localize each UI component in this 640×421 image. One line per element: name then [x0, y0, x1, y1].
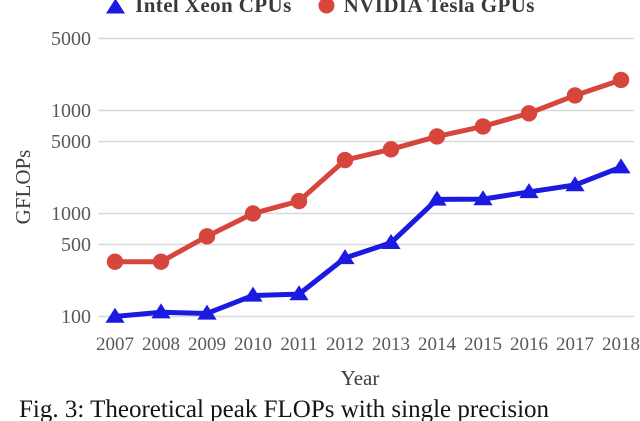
- data-point-circle: [612, 71, 630, 89]
- data-point-triangle: [519, 183, 539, 199]
- legend-item-nvidia-tesla-gpus: NVIDIA Tesla GPUs: [318, 0, 535, 18]
- x-tick-label: 2011: [280, 334, 317, 355]
- data-point-triangle: [427, 190, 447, 206]
- y-tick-label: 5000: [51, 28, 91, 50]
- data-point-circle: [382, 141, 400, 158]
- circle-marker-icon: [318, 0, 335, 14]
- data-point-triangle: [197, 304, 217, 320]
- x-tick-label: 2013: [372, 334, 410, 355]
- data-point-triangle: [565, 176, 585, 192]
- data-point-circle: [106, 253, 124, 270]
- legend: Intel Xeon CPUs NVIDIA Tesla GPUs: [0, 0, 640, 18]
- x-tick-label: 2007: [96, 334, 134, 355]
- data-point-triangle: [243, 286, 263, 302]
- series-line-triangle: [112, 164, 624, 319]
- data-point-circle: [566, 87, 584, 104]
- y-tick-label: 500: [61, 234, 91, 256]
- data-point-circle: [290, 192, 308, 210]
- x-tick-label: 2015: [464, 334, 502, 355]
- x-tick-label: 2016: [510, 334, 548, 355]
- data-point-circle: [152, 253, 170, 270]
- x-tick-label: 2014: [418, 334, 457, 355]
- data-point-circle: [244, 205, 262, 222]
- data-point-triangle: [105, 307, 125, 323]
- y-axis-title: GFLOPs: [11, 150, 35, 225]
- triangle-marker-icon: [106, 0, 126, 13]
- x-tick-label: 2017: [556, 334, 594, 355]
- data-point-triangle: [289, 285, 309, 301]
- data-point-circle: [520, 105, 538, 122]
- legend-label-gpu: NVIDIA Tesla GPUs: [343, 0, 535, 17]
- x-tick-label: 2018: [602, 334, 640, 355]
- x-axis-title: Year: [341, 366, 380, 390]
- series-line-circle: [112, 77, 624, 265]
- data-point-triangle: [473, 190, 493, 206]
- data-point-circle: [474, 118, 492, 135]
- data-point-triangle: [611, 158, 631, 174]
- legend-label-cpu: Intel Xeon CPUs: [135, 0, 292, 17]
- x-tick-label: 2012: [326, 334, 364, 355]
- x-tick-label: 2008: [142, 334, 180, 355]
- data-point-triangle: [381, 233, 401, 249]
- x-tick-label: 2009: [188, 334, 226, 355]
- data-point-triangle: [335, 249, 355, 265]
- data-point-triangle: [151, 303, 171, 319]
- y-tick-label: 1000: [51, 203, 91, 225]
- x-tick-label: 2010: [234, 334, 272, 355]
- legend-item-intel-xeon-cpus: Intel Xeon CPUs: [105, 0, 292, 18]
- data-point-circle: [336, 151, 354, 169]
- y-tick-label: 5000: [51, 131, 91, 153]
- y-tick-label: 1000: [51, 100, 91, 122]
- y-tick-label: 100: [61, 306, 91, 328]
- figure-caption: Fig. 3: Theoretical peak FLOPs with sing…: [19, 396, 550, 421]
- data-point-circle: [198, 228, 216, 245]
- data-point-circle: [428, 128, 446, 145]
